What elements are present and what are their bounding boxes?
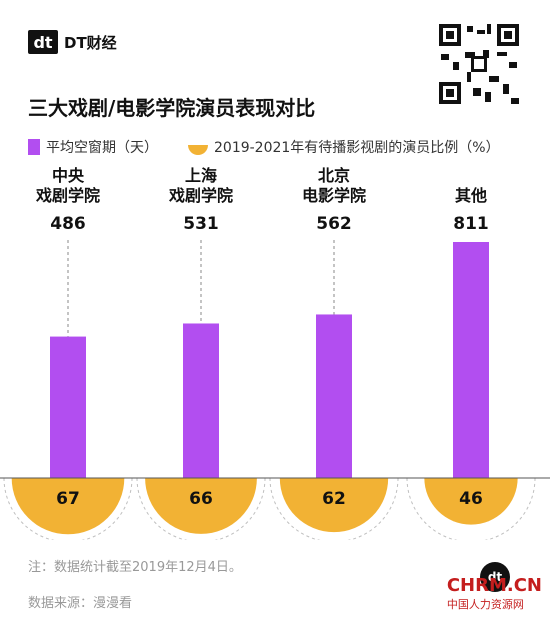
bar — [316, 314, 352, 478]
category-label: 北京 — [318, 166, 350, 185]
data-source: 数据来源：漫漫看 — [28, 596, 133, 611]
bar-value-label: 486 — [50, 214, 86, 234]
watermark: CHRM.CN 中国人力资源网 — [447, 575, 542, 612]
legend-bar-label: 平均空窗期（天） — [46, 140, 158, 156]
legend-bar-swatch — [28, 139, 40, 155]
footnote: 注：数据统计截至2019年12月4日。 — [28, 560, 242, 575]
category-label: 上海 — [185, 166, 217, 185]
watermark-main: CHRM.CN — [446, 575, 542, 596]
watermark-sub: 中国人力资源网 — [446, 598, 524, 611]
qr-code-icon — [437, 22, 521, 106]
percent-label: 46 — [459, 489, 483, 509]
bar-value-label: 811 — [453, 214, 489, 234]
dt-logo-icon: dt — [28, 30, 58, 54]
bar-value-label: 531 — [183, 214, 219, 234]
header: dt DT财经 三大戏剧/电影学院演员表现对比 平均空窗期（天） 2019-20… — [0, 0, 550, 156]
percent-half-disc — [279, 478, 389, 533]
bar — [183, 323, 219, 478]
category-label: 其他 — [455, 186, 487, 205]
percent-label: 66 — [189, 489, 213, 509]
legend-half-swatch — [188, 145, 208, 155]
percent-half-disc — [424, 478, 518, 525]
bar — [50, 336, 86, 478]
category-label: 戏剧学院 — [35, 186, 100, 205]
chart-title: 三大戏剧/电影学院演员表现对比 — [28, 96, 316, 120]
percent-half-disc — [145, 478, 257, 534]
bar — [453, 242, 489, 478]
category-label: 戏剧学院 — [168, 186, 233, 205]
legend-item-bar: 平均空窗期（天） — [28, 137, 158, 157]
legend-item-half: 2019-2021年有待播影视剧的演员比例（%） — [188, 137, 500, 157]
percent-half-disc — [11, 478, 125, 535]
legend-half-label: 2019-2021年有待播影视剧的演员比例（%） — [214, 140, 500, 156]
category-label: 电影学院 — [302, 186, 366, 205]
category-label: 中央 — [52, 166, 85, 185]
percent-label: 62 — [322, 489, 346, 509]
dt-badge-icon: dt — [480, 562, 510, 592]
legend: 平均空窗期（天） 2019-2021年有待播影视剧的演员比例（%） — [28, 137, 530, 157]
brand-name: DT财经 — [64, 33, 117, 52]
bar-value-label: 562 — [316, 214, 352, 234]
brand-logo: dt DT财经 — [28, 30, 117, 54]
percent-label: 67 — [56, 489, 80, 509]
